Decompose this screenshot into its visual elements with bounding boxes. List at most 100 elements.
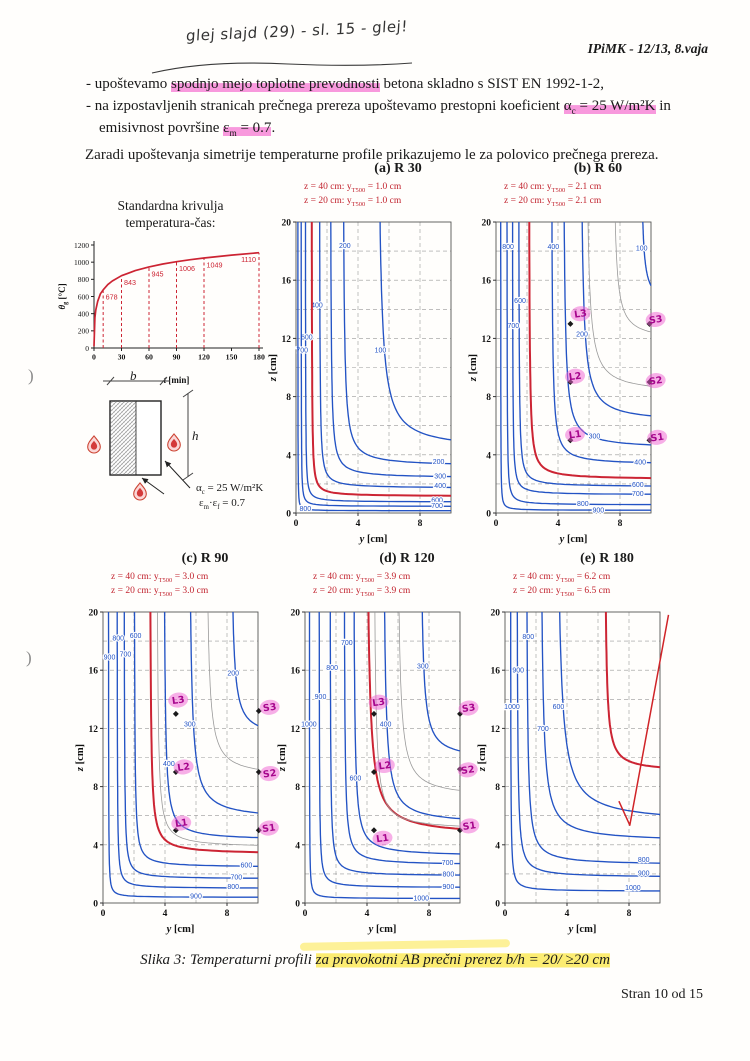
svg-text:12: 12 [282,335,292,345]
svg-text:700: 700 [442,860,454,867]
pink-highlight: spodnjo mejo toplotne prevodnosti [170,76,380,92]
svg-text:0: 0 [286,509,291,519]
svg-text:12: 12 [291,725,301,735]
svg-text:100: 100 [636,245,648,252]
svg-text:12: 12 [482,335,492,345]
svg-text:12: 12 [491,725,501,735]
svg-text:y [cm]: y [cm] [165,924,195,935]
svg-text:400: 400 [634,459,646,466]
figure-caption: Slika 3: Temperaturni profili za pravoko… [140,952,610,968]
svg-text:20: 20 [491,608,501,618]
standard-fire-curve-chart: 0 200 400 600 800 1000 1200 0 30 60 90 120 150 180 t [… [56,233,274,385]
plot-title: (d) R 120 [379,551,435,566]
svg-text:700: 700 [508,323,520,330]
svg-text:S2: S2 [648,375,663,388]
svg-text:600: 600 [553,704,565,711]
svg-text:120: 120 [198,353,210,362]
svg-text:L2: L2 [568,370,582,383]
svg-text:100: 100 [375,347,387,354]
svg-text:L1: L1 [376,832,390,845]
svg-text:8: 8 [418,519,423,529]
svg-text:150: 150 [226,353,238,362]
svg-text:945: 945 [152,269,164,278]
svg-text:L2: L2 [177,761,191,774]
bullet-emissivity: emisivnost površine εm = 0.7. [99,120,276,139]
fire-curve-title: Standardna krivulja temperatura-čas: [117,198,224,230]
svg-text:400: 400 [163,761,175,768]
pink-highlight: αc = 25 W/m²K [563,98,656,117]
svg-text:200: 200 [227,670,239,677]
svg-text:60: 60 [145,353,153,362]
svg-text:0: 0 [495,899,500,909]
plot-title: (e) R 180 [580,551,634,566]
svg-text:4: 4 [556,519,561,529]
svg-text:800: 800 [299,506,311,513]
svg-text:S2: S2 [460,764,475,777]
svg-text:y [cm]: y [cm] [367,924,397,935]
flame-icon [133,482,147,501]
svg-text:0: 0 [93,899,98,909]
svg-text:16: 16 [282,276,292,286]
svg-text:t [min]: t [min] [164,375,190,385]
bullet-convection-coefficient: - na izpostavljenih stranicah prečnega p… [86,98,671,117]
svg-text:8: 8 [486,393,491,403]
svg-text:400: 400 [78,309,90,318]
svg-text:S1: S1 [462,820,477,833]
svg-text:400: 400 [548,244,560,251]
svg-text:S3: S3 [648,314,663,327]
handwritten-note: glej slajd (29) - sl. 15 - glej! [185,17,409,45]
svg-text:8: 8 [495,783,500,793]
svg-text:1200: 1200 [74,241,89,250]
svg-text:y [cm]: y [cm] [567,924,597,935]
svg-text:8: 8 [93,783,98,793]
svg-text:0: 0 [294,519,299,529]
pink-highlight: εm = 0.7 [223,120,272,139]
svg-text:S1: S1 [650,431,665,444]
svg-text:16: 16 [89,666,99,676]
svg-text:z [cm]: z [cm] [477,744,488,772]
height-dim-label: h [192,428,199,443]
svg-text:800: 800 [443,871,455,878]
isotherm-depth-note: z = 40 cm: yT500 = 1.0 cm [304,182,402,194]
svg-text:20: 20 [291,608,301,618]
svg-text:0: 0 [494,519,499,529]
svg-text:16: 16 [491,666,501,676]
svg-text:200: 200 [433,459,445,466]
svg-text:600: 600 [632,482,644,489]
svg-text:1000: 1000 [301,721,317,728]
svg-text:0: 0 [85,344,89,353]
isotherm-depth-note: z = 40 cm: yT500 = 6.2 cm [513,572,611,584]
svg-text:4: 4 [565,909,570,919]
svg-text:4: 4 [356,519,361,529]
svg-text:4: 4 [495,841,500,851]
contour-chart-r180: 0 4 8 12 16 20 0 4 8 y [cm] z [cm] 600 700 800 800 900 9… [477,606,682,936]
svg-text:900: 900 [190,893,202,900]
svg-text:90: 90 [173,353,181,362]
plot-r120: (d) R 120 z = 40 cm: yT500 = 3.9 cm z = … [277,551,482,936]
svg-text:16: 16 [291,666,301,676]
svg-text:400: 400 [380,721,392,728]
svg-text:z [cm]: z [cm] [268,354,279,382]
svg-text:600: 600 [241,862,253,869]
svg-text:8: 8 [225,909,230,919]
bullet-thermal-conductivity: - upoštevamo spodnjo mejo toplotne prevo… [86,76,605,92]
svg-text:L2: L2 [378,760,392,773]
svg-text:θg [°C]: θg [°C] [57,283,69,309]
isotherm-depth-note: z = 40 cm: yT500 = 3.0 cm [111,572,209,584]
plot-r90: (c) R 90 z = 40 cm: yT500 = 3.0 cm z = 2… [75,551,280,936]
svg-text:S2: S2 [262,768,277,781]
svg-text:20: 20 [89,608,99,618]
isotherm-depth-note: z = 40 cm: yT500 = 2.1 cm [504,182,602,194]
svg-text:20: 20 [282,218,292,228]
cross-section-diagram [87,376,194,501]
svg-text:600: 600 [130,633,142,640]
svg-text:900: 900 [104,654,116,661]
plot-r60: (b) R 60 z = 40 cm: yT500 = 2.1 cm z = 2… [468,161,673,546]
svg-text:700: 700 [296,347,308,354]
svg-text:4: 4 [286,451,291,461]
svg-text:800: 800 [227,884,239,891]
contour-chart-r120: 0 4 8 12 16 20 0 4 8 y [cm] z [cm] 300 400 600 700 700 8… [277,606,482,936]
width-dim-label: b [130,368,137,383]
svg-text:1049: 1049 [207,260,223,269]
svg-text:20: 20 [482,218,492,228]
